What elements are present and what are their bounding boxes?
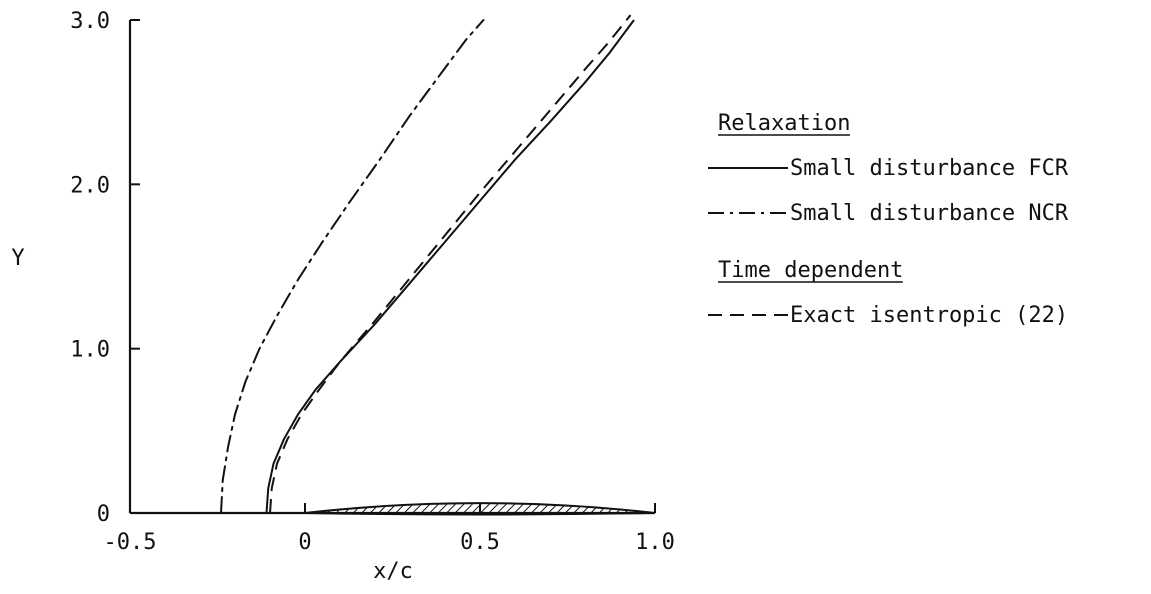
airfoil-shape [304, 502, 656, 516]
legend-entry-label: Small disturbance FCR [790, 156, 1069, 181]
legend: Relaxation Small disturbance FCR Small dis… [708, 111, 1069, 328]
x-axis-label: x/c [373, 559, 413, 584]
x-tick-label: 0 [298, 530, 311, 555]
axis-ticks: 0 1.0 2.0 3.0 -0.5 0 0.5 1.0 [70, 9, 675, 555]
y-tick-label: 0 [97, 502, 110, 527]
x-tick-label: 0.5 [460, 530, 500, 555]
y-tick-label: 2.0 [70, 173, 110, 198]
plot-series [220, 14, 635, 514]
legend-group-heading: Relaxation [718, 111, 850, 136]
axes [128, 20, 655, 515]
legend-group-heading: Time dependent [718, 258, 903, 283]
x-tick-label: 1.0 [635, 530, 675, 555]
series-line-2 [220, 19, 485, 514]
legend-entry-label: Small disturbance NCR [790, 201, 1069, 226]
airfoil-hatched-profile [304, 502, 656, 516]
x-tick-label: -0.5 [104, 530, 157, 555]
y-axis-label: Y [11, 246, 24, 271]
y-tick-label: 1.0 [70, 338, 110, 363]
series-line-1 [265, 19, 635, 514]
series-line-3 [269, 14, 632, 514]
legend-entry-label: Exact isentropic (22) [790, 303, 1068, 328]
y-tick-label: 3.0 [70, 9, 110, 34]
